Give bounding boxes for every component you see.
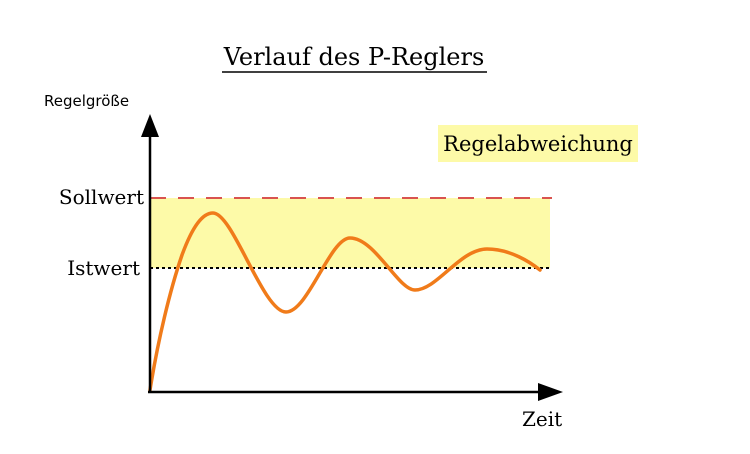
setpoint-label: Sollwert: [59, 185, 144, 209]
deviation-band: [150, 198, 550, 268]
x-axis-label: Zeit: [522, 407, 562, 431]
diagram-title: Verlauf des P-Reglers: [223, 43, 485, 71]
deviation-legend-box: [438, 125, 638, 162]
controller-response-curve: [148, 211, 542, 392]
deviation-legend-label: Regelabweichung: [443, 132, 633, 156]
y-axis-label: Regelgröße: [44, 92, 129, 110]
x-axis-arrow-icon: [538, 383, 563, 401]
actual-value-label: Istwert: [67, 256, 140, 280]
y-axis-arrow-icon: [141, 114, 159, 137]
